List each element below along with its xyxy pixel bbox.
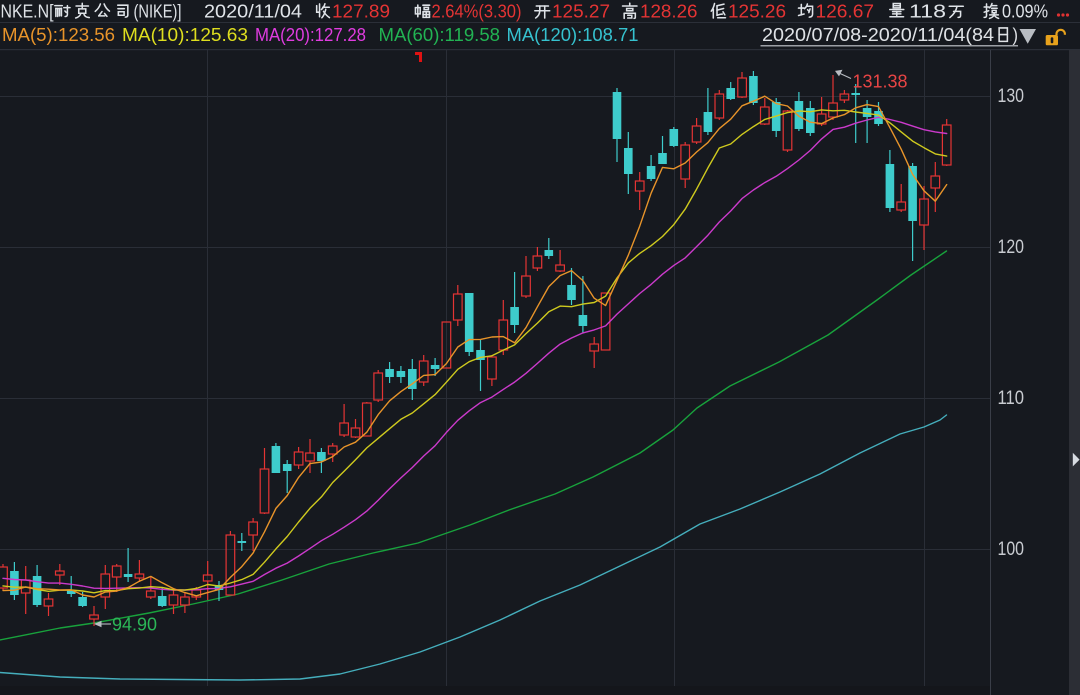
svg-text:128.26: 128.26: [640, 2, 698, 22]
svg-text:125.27: 125.27: [552, 2, 610, 22]
svg-text:NKE.N[: NKE.N[: [1, 2, 54, 22]
svg-text:0.09%: 0.09%: [1002, 2, 1048, 22]
svg-text:94.90: 94.90: [112, 615, 157, 635]
svg-text:2.64%(3.30): 2.64%(3.30): [432, 2, 522, 22]
svg-text:110: 110: [998, 388, 1025, 409]
svg-text:2020/07/08-2020/11/04(84: 2020/07/08-2020/11/04(84: [762, 25, 994, 45]
svg-text:MA(20):127.28: MA(20):127.28: [255, 25, 366, 45]
svg-text:(NIKE)]: (NIKE)]: [134, 2, 182, 22]
svg-text:120: 120: [998, 237, 1025, 258]
svg-text:131.38: 131.38: [853, 72, 908, 92]
svg-text:130: 130: [998, 86, 1025, 107]
svg-text:100: 100: [998, 539, 1025, 560]
svg-text:125.26: 125.26: [728, 2, 786, 22]
svg-text:MA(60):119.58: MA(60):119.58: [379, 25, 501, 45]
svg-text:118: 118: [909, 2, 946, 22]
svg-text:2020/11/04: 2020/11/04: [204, 2, 302, 22]
svg-text:): ): [1013, 25, 1019, 45]
svg-text:MA(5):123.56: MA(5):123.56: [2, 25, 115, 45]
svg-text:127.89: 127.89: [332, 2, 390, 22]
svg-text:MA(10):125.63: MA(10):125.63: [122, 25, 248, 45]
svg-text:MA(120):108.71: MA(120):108.71: [507, 25, 639, 45]
svg-text:126.67: 126.67: [816, 2, 875, 22]
